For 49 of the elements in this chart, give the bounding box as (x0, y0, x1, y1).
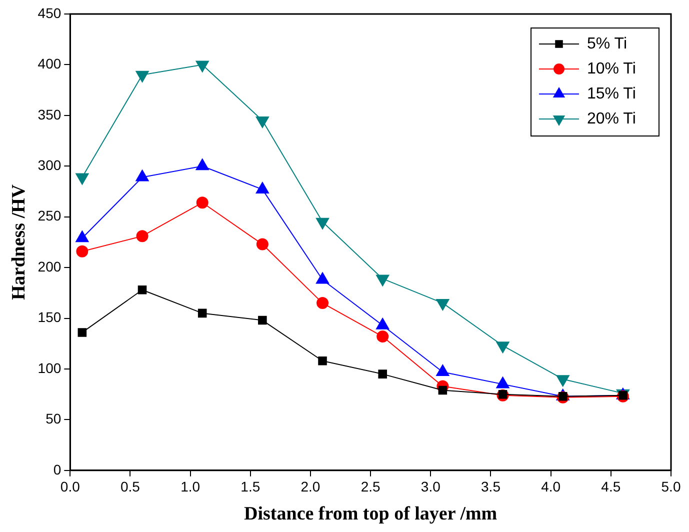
y-tick-label: 50 (46, 410, 62, 427)
x-tick-label: 4.5 (601, 478, 621, 495)
y-tick-label: 100 (38, 360, 62, 376)
point (316, 218, 330, 230)
point (316, 297, 329, 310)
y-tick-label: 450 (38, 4, 62, 21)
y-tick-label: 0 (53, 461, 62, 478)
x-tick-label: 0.5 (120, 478, 140, 495)
point (498, 390, 508, 399)
y-tick-label: 150 (38, 309, 62, 326)
point (136, 230, 148, 242)
y-axis-title: Hardness /HV (8, 184, 30, 300)
point (256, 238, 268, 250)
point (496, 376, 510, 388)
x-tick-label: 4.0 (541, 478, 561, 495)
x-axis-title: Distance from top of layer /mm (244, 504, 498, 525)
y-tick-label: 200 (38, 258, 62, 274)
legend-label: 15% Ti (587, 85, 636, 102)
y-tick-label: 400 (38, 56, 62, 72)
point (78, 328, 87, 337)
legend-label: 10% Ti (587, 60, 636, 78)
x-tick-label: 2.5 (360, 478, 381, 495)
point (378, 370, 387, 378)
y-tick-label: 250 (38, 208, 62, 224)
point (76, 173, 89, 185)
point (196, 60, 209, 72)
point (376, 330, 389, 343)
point (198, 308, 207, 318)
point (436, 364, 450, 376)
x-tick-label: 5.0 (661, 478, 681, 495)
point (138, 285, 147, 294)
y-tick-label: 350 (38, 106, 62, 122)
point (256, 116, 269, 128)
y-tick-label: 300 (38, 156, 62, 173)
legend-label: 20% Ti (587, 110, 636, 128)
point (258, 316, 267, 325)
point (136, 70, 149, 82)
legend-label: 5% Ti (587, 35, 628, 52)
point (318, 356, 327, 366)
x-tick-label: 3.5 (481, 478, 501, 495)
point (376, 274, 390, 286)
point (438, 386, 448, 395)
point (76, 245, 88, 258)
x-tick-label: 1.0 (180, 478, 200, 495)
x-tick-label: 3.0 (420, 478, 441, 495)
x-tick-label: 0.0 (60, 478, 80, 495)
x-tick-label: 2.0 (300, 478, 320, 495)
x-tick-label: 1.5 (240, 478, 260, 495)
point (196, 196, 208, 209)
